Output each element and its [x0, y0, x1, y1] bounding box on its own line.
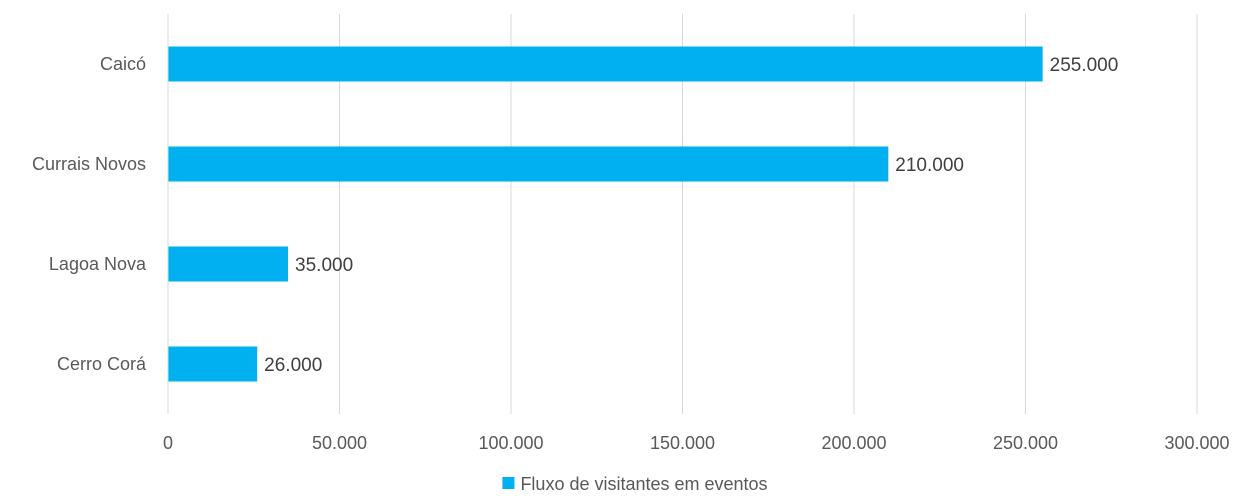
category-axis: Caicó Currais Novos Lagoa Nova Cerro Corá — [32, 14, 169, 414]
x-tick-label: 200.000 — [821, 433, 886, 453]
x-tick-label: 0 — [163, 433, 173, 453]
x-tick-label: 50.000 — [312, 433, 367, 453]
x-tick-label: 150.000 — [650, 433, 715, 453]
bars — [168, 46, 1043, 382]
data-label: 210.000 — [895, 155, 964, 176]
bar — [168, 346, 258, 382]
x-tick-label: 100.000 — [478, 433, 543, 453]
legend-label: Fluxo de visitantes em eventos — [520, 474, 767, 494]
legend-swatch — [502, 477, 515, 489]
x-tick-label: 300.000 — [1164, 433, 1229, 453]
category-label: Caicó — [100, 54, 146, 74]
category-label: Cerro Corá — [57, 354, 147, 374]
data-label: 26.000 — [264, 355, 322, 376]
data-label: 35.000 — [295, 255, 353, 276]
bar — [168, 246, 289, 282]
data-label: 255.000 — [1050, 55, 1119, 76]
legend: Fluxo de visitantes em eventos — [502, 474, 768, 494]
value-axis-ticks: 0 50.000 100.000 150.000 200.000 250.000 300.0… — [163, 433, 1230, 453]
bar — [168, 146, 889, 182]
bar — [168, 46, 1043, 82]
x-tick-label: 250.000 — [993, 433, 1058, 453]
category-label: Lagoa Nova — [49, 254, 147, 274]
data-labels: 255.000 210.000 35.000 26.000 — [264, 55, 1118, 376]
category-label: Currais Novos — [32, 154, 146, 174]
